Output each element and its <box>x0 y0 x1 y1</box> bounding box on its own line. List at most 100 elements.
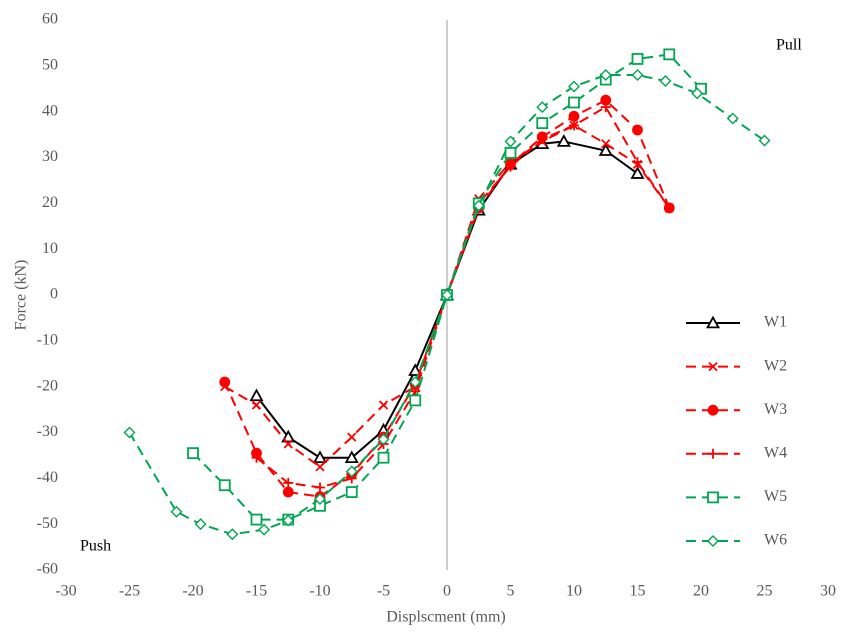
marker <box>726 112 739 125</box>
y-tick-label: -20 <box>37 377 58 394</box>
marker <box>707 491 719 504</box>
marker <box>258 523 271 536</box>
x-tick-label: -5 <box>377 583 390 600</box>
marker <box>601 139 611 149</box>
x-tick-label: -10 <box>309 583 330 600</box>
marker <box>314 492 326 505</box>
marker <box>504 147 517 159</box>
marker <box>344 450 359 464</box>
x-tick-label: -25 <box>119 583 140 600</box>
marker <box>251 400 262 410</box>
marker <box>251 452 262 463</box>
annotation: Push <box>80 538 111 555</box>
marker <box>568 96 580 109</box>
marker <box>631 53 644 65</box>
marker <box>282 486 294 498</box>
marker <box>409 394 422 407</box>
x-tick-label: -20 <box>182 583 203 600</box>
marker <box>345 486 358 498</box>
marker <box>705 315 721 329</box>
marker <box>377 433 390 446</box>
marker <box>194 518 207 531</box>
marker <box>632 124 643 136</box>
y-tick-label: 10 <box>42 240 58 257</box>
marker <box>345 465 358 478</box>
legend-label: W1 <box>764 314 787 331</box>
marker <box>312 450 328 464</box>
marker <box>441 289 453 301</box>
x-tick-label: 15 <box>630 583 646 600</box>
marker <box>708 361 718 372</box>
marker <box>630 166 645 179</box>
x-tick-label: 30 <box>820 583 836 600</box>
legend-label: W4 <box>764 444 787 461</box>
x-tick-label: 0 <box>443 583 451 600</box>
marker <box>708 448 718 459</box>
series-line <box>128 74 766 536</box>
x-axis-label: Displscment (mm) <box>386 609 506 626</box>
x-tick-label: -15 <box>246 583 267 600</box>
y-tick-label: -60 <box>37 561 58 578</box>
marker <box>283 477 294 488</box>
marker <box>409 376 422 389</box>
marker <box>378 400 389 410</box>
marker <box>568 80 580 93</box>
marker <box>249 388 264 402</box>
x-tick-label: -30 <box>55 583 76 600</box>
marker <box>600 102 611 113</box>
marker <box>707 535 719 547</box>
series-line <box>224 124 671 469</box>
marker <box>598 143 613 156</box>
legend-box <box>672 303 822 571</box>
marker <box>123 426 136 439</box>
marker <box>568 110 580 122</box>
legend-label: W2 <box>764 357 787 374</box>
y-tick-label: 30 <box>42 148 58 165</box>
x-tick-label: 25 <box>757 583 773 600</box>
marker <box>504 135 517 148</box>
marker <box>537 134 548 145</box>
marker <box>758 134 771 147</box>
legend-label: W5 <box>764 488 787 505</box>
marker <box>632 157 643 168</box>
marker <box>219 376 231 388</box>
marker <box>226 528 239 541</box>
marker <box>505 161 516 172</box>
y-tick-label: -50 <box>37 515 58 532</box>
x-tick-label: 10 <box>566 583 582 600</box>
y-tick-label: 60 <box>42 11 58 28</box>
marker <box>659 74 672 87</box>
y-tick-label: -10 <box>37 332 58 349</box>
marker <box>707 404 719 416</box>
legend-label: W3 <box>764 401 787 418</box>
marker <box>664 202 675 213</box>
series-line <box>192 53 702 521</box>
marker <box>187 447 199 460</box>
x-tick-label: 5 <box>507 583 515 600</box>
marker <box>536 117 549 130</box>
x-tick-label: 20 <box>693 583 709 600</box>
legend-label: W6 <box>764 532 787 549</box>
marker <box>315 462 325 472</box>
y-tick-label: 0 <box>50 286 58 303</box>
marker <box>691 87 704 100</box>
y-tick-label: -30 <box>37 423 58 440</box>
marker <box>472 199 485 212</box>
y-tick-label: 20 <box>42 194 58 211</box>
marker <box>315 482 325 493</box>
y-axis-label: Force (kN) <box>13 260 30 331</box>
marker <box>536 101 549 114</box>
marker <box>347 432 357 442</box>
marker <box>282 514 295 527</box>
marker <box>569 120 579 131</box>
marker <box>250 513 263 526</box>
annotation: Pull <box>776 37 802 54</box>
marker <box>283 439 293 449</box>
series-line <box>255 105 671 489</box>
marker <box>170 505 183 518</box>
marker <box>556 134 571 147</box>
marker <box>408 363 423 376</box>
marker <box>663 48 676 61</box>
marker <box>599 69 612 81</box>
